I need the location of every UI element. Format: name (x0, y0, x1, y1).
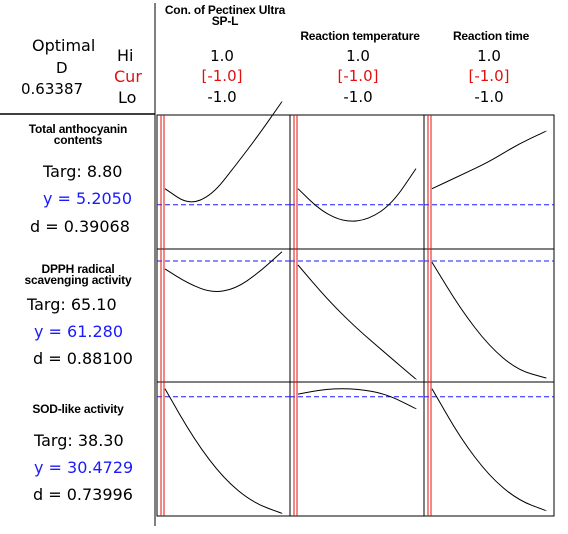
response-curve (164, 388, 283, 514)
response-2-d: d = 0.88100 (33, 349, 133, 368)
factor-1-cur: [-1.0] (201, 67, 243, 85)
cur-label: Cur (114, 67, 142, 86)
panel-grid (0, 3, 555, 526)
factor-1-hi: 1.0 (210, 47, 234, 65)
factor-1-name: Con. of Pectinex Ultra SP-L (160, 3, 290, 28)
response-3-name: SOD-like activity (5, 402, 151, 416)
d-label: D (56, 59, 68, 77)
response-1-name-line2: contents (53, 133, 103, 147)
panel-frame (156, 114, 555, 517)
factor-2-name: Reaction temperature (300, 29, 420, 43)
hi-label: Hi (117, 46, 134, 65)
response-curve (164, 101, 283, 203)
response-3-y: y = 30.4729 (34, 458, 134, 477)
response-3-d: d = 0.73996 (33, 485, 133, 504)
response-1-name-line1: Total anthocyanin (28, 122, 128, 136)
factor-3-hi: 1.0 (477, 47, 501, 65)
factor-2-lo: -1.0 (343, 88, 373, 106)
response-curve (431, 130, 547, 190)
factor-3-name: Reaction time (452, 29, 530, 43)
factor-2-cur: [-1.0] (337, 67, 379, 85)
response-2-name-line1: DPPH radical (41, 262, 115, 276)
lo-label: Lo (118, 88, 137, 107)
response-3-name-line2: SOD-like activity (32, 402, 124, 416)
factor-1-name-line2: SP-L (211, 14, 239, 28)
factor-2-hi: 1.0 (346, 47, 370, 65)
response-1-y: y = 5.2050 (43, 189, 133, 208)
response-curve (297, 388, 417, 410)
factor-1-name-line1: Con. of Pectinex Ultra (164, 3, 286, 17)
response-1-name: Total anthocyanin contents (5, 122, 151, 147)
panel-curves (157, 101, 554, 516)
response-2-name: DPPH radical scavenging activity (5, 262, 151, 287)
response-2-targ: Targ: 65.10 (27, 295, 117, 314)
factor-3-cur: [-1.0] (468, 67, 510, 85)
response-curve (431, 262, 547, 379)
response-2-y: y = 61.280 (34, 322, 124, 341)
response-1-d: d = 0.39068 (30, 217, 130, 236)
response-3-targ: Targ: 38.30 (34, 431, 124, 450)
factor-1-lo: -1.0 (207, 88, 237, 106)
response-curve (297, 264, 417, 380)
factor-3-lo: -1.0 (474, 88, 504, 106)
response-1-targ: Targ: 8.80 (43, 162, 123, 181)
response-curve (164, 251, 283, 292)
optimal-label: Optimal (32, 36, 96, 55)
response-2-name-line2: scavenging activity (24, 273, 132, 287)
response-curve (431, 388, 547, 512)
d-value: 0.63387 (21, 80, 84, 98)
response-curve (297, 168, 417, 222)
